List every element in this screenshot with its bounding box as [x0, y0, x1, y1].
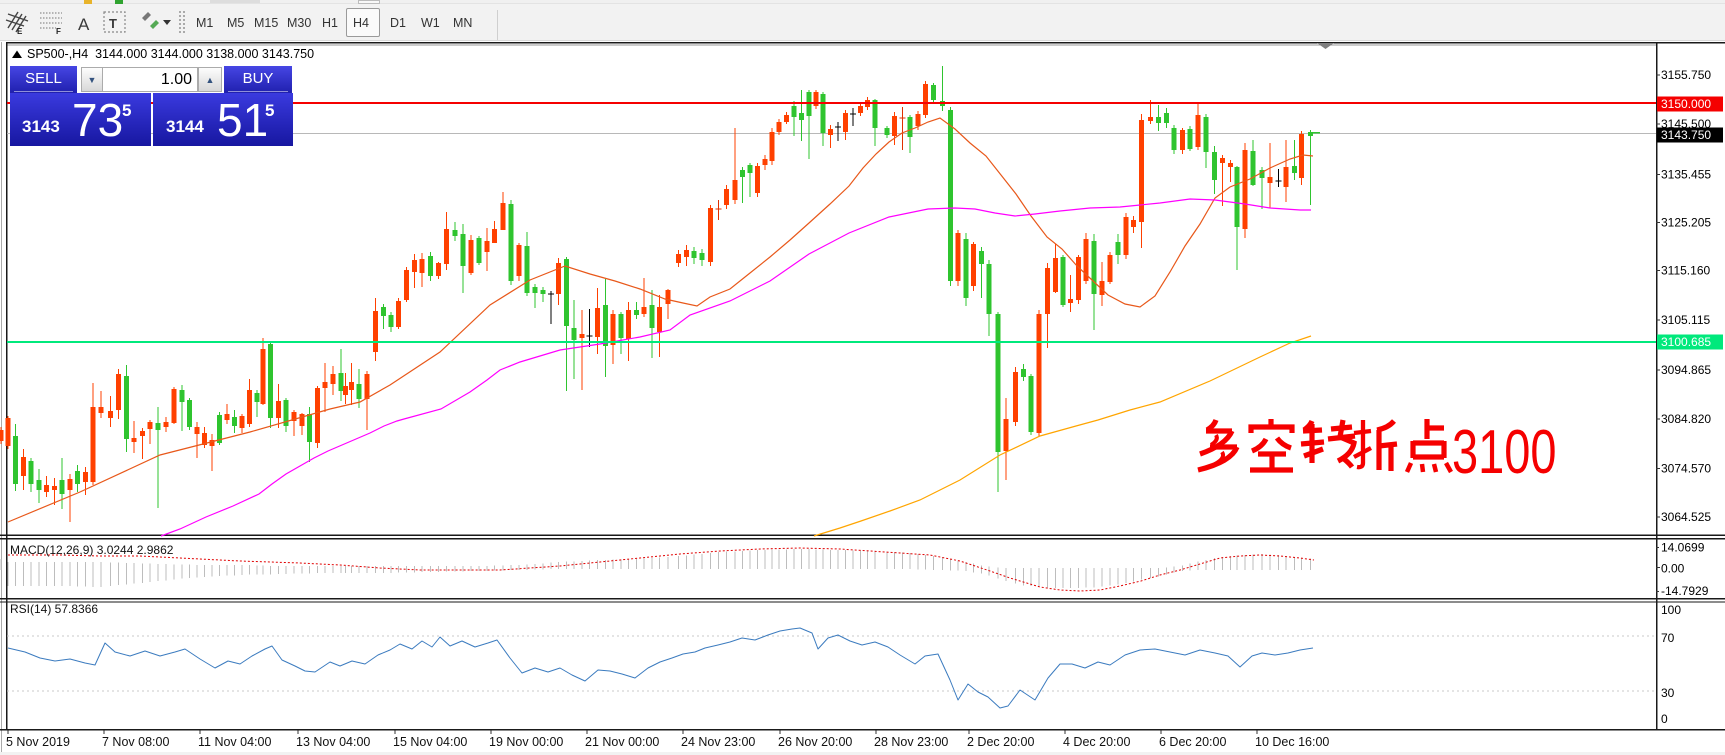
svg-text:3094.865: 3094.865 [1661, 363, 1711, 377]
svg-text:26 Nov 20:00: 26 Nov 20:00 [778, 735, 852, 749]
svg-text:2 Dec 20:00: 2 Dec 20:00 [967, 735, 1034, 749]
svg-text:E: E [17, 27, 23, 36]
svg-text:0.00: 0.00 [1661, 562, 1685, 576]
svg-text:24 Nov 23:00: 24 Nov 23:00 [681, 735, 755, 749]
svg-text:6 Dec 20:00: 6 Dec 20:00 [1159, 735, 1226, 749]
svg-text:3150.000: 3150.000 [1661, 97, 1711, 111]
svg-text:F: F [56, 27, 61, 36]
svg-text:3143.750: 3143.750 [1661, 128, 1711, 142]
svg-text:28 Nov 23:00: 28 Nov 23:00 [874, 735, 948, 749]
svg-text:3105.115: 3105.115 [1661, 313, 1710, 327]
svg-text:3100.685: 3100.685 [1661, 335, 1711, 349]
svg-text:SP500-,H4 3144.000 3144.000 3: SP500-,H4 3144.000 3144.000 3138.000 314… [27, 47, 314, 61]
svg-text:T: T [109, 16, 117, 31]
svg-text:10 Dec 16:00: 10 Dec 16:00 [1255, 735, 1329, 749]
svg-text:3155.750: 3155.750 [1661, 68, 1711, 82]
svg-text:70: 70 [1661, 631, 1675, 645]
svg-text:21 Nov 00:00: 21 Nov 00:00 [585, 735, 659, 749]
svg-text:3064.525: 3064.525 [1661, 510, 1711, 524]
svg-text:19 Nov 00:00: 19 Nov 00:00 [489, 735, 563, 749]
svg-text:7 Nov 08:00: 7 Nov 08:00 [102, 735, 169, 749]
svg-text:15 Nov 04:00: 15 Nov 04:00 [393, 735, 467, 749]
svg-text:13 Nov 04:00: 13 Nov 04:00 [296, 735, 370, 749]
svg-text:-14.7929: -14.7929 [1661, 584, 1709, 598]
svg-text:3074.570: 3074.570 [1661, 462, 1711, 476]
svg-text:100: 100 [1661, 603, 1681, 617]
svg-text:3084.820: 3084.820 [1661, 412, 1711, 426]
svg-text:14.0699: 14.0699 [1661, 541, 1705, 555]
svg-text:3100: 3100 [1452, 417, 1557, 487]
svg-text:30: 30 [1661, 686, 1675, 700]
svg-text:3135.455: 3135.455 [1661, 168, 1711, 182]
svg-text:3125.205: 3125.205 [1661, 216, 1711, 230]
svg-text:3115.160: 3115.160 [1661, 264, 1710, 278]
svg-text:4 Dec 20:00: 4 Dec 20:00 [1063, 735, 1130, 749]
svg-text:MACD(12,26,9) 3.0244 2.9862: MACD(12,26,9) 3.0244 2.9862 [10, 543, 174, 557]
svg-text:11 Nov 04:00: 11 Nov 04:00 [198, 735, 271, 749]
svg-text:RSI(14) 57.8366: RSI(14) 57.8366 [10, 602, 98, 616]
svg-text:5 Nov 2019: 5 Nov 2019 [6, 735, 70, 749]
svg-text:0: 0 [1661, 712, 1668, 726]
svg-text:A: A [78, 15, 90, 34]
